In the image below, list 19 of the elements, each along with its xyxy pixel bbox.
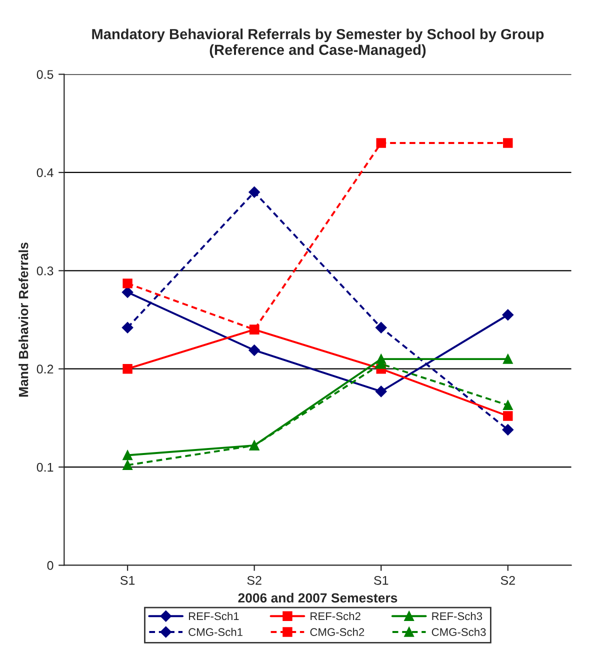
x-tick-label: S1 [374, 576, 388, 585]
y-tick-label: 0.1 [36, 462, 54, 472]
x-tick-label: S2 [500, 576, 515, 585]
x-tick-label: S2 [247, 576, 262, 585]
legend-label: CMG-Sch3 [432, 628, 486, 636]
legend-label: REF-Sch2 [310, 612, 360, 620]
y-tick-label: 0.4 [36, 168, 54, 178]
legend-label: CMG-Sch2 [310, 628, 364, 636]
y-tick-label: 0.5 [36, 70, 54, 79]
legend-label: REF-Sch1 [188, 612, 239, 620]
x-axis-title: 2006 and 2007 Semesters [238, 592, 398, 603]
legend-label: REF-Sch3 [432, 612, 482, 620]
chart-title: Mandatory Behavioral Referrals by Semester by School by Group (Reference and Case-Managed) [92, 28, 544, 58]
legend-label: CMG-Sch1 [188, 628, 242, 636]
y-tick-label: 0 [47, 561, 54, 570]
y-tick-label: 0.2 [36, 364, 54, 374]
x-tick-label: S1 [120, 576, 135, 585]
y-tick-label: 0.3 [36, 266, 54, 276]
y-axis-title: Mand Behavior Referrals [18, 242, 28, 397]
